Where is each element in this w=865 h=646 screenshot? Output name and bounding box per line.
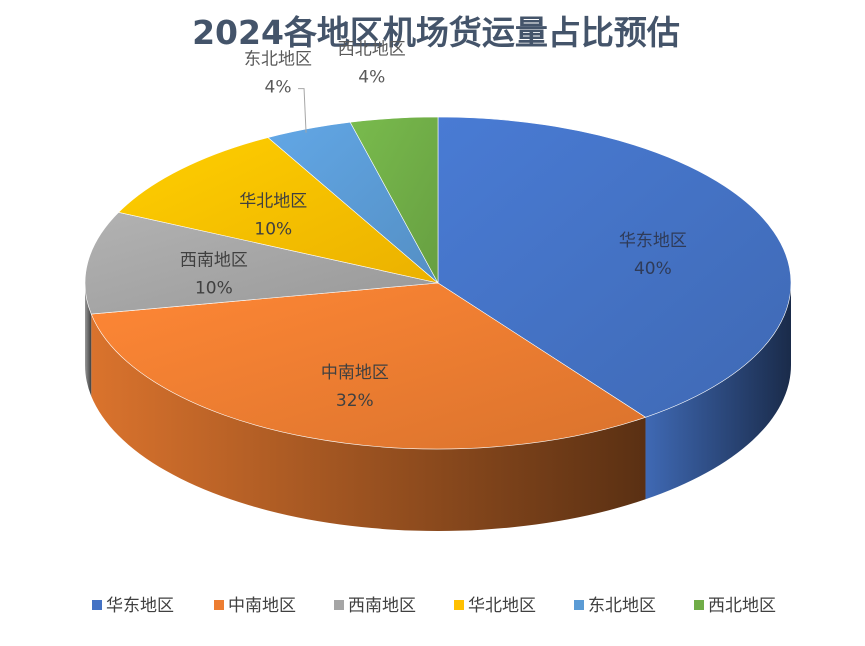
slice-label-northwest: 西北地区	[338, 39, 406, 59]
pie-slice-east[interactable]	[437, 116, 792, 418]
legend-label: 西南地区	[348, 596, 416, 616]
legend-item-east[interactable]: 华东地区	[92, 596, 174, 616]
legend-item-northwest[interactable]: 西北地区	[694, 596, 776, 616]
slice-label-southwest: 西南地区	[180, 251, 248, 271]
legend-label: 中南地区	[228, 596, 296, 616]
pie-side-southwest	[85, 283, 92, 397]
legend-item-northeast[interactable]: 东北地区	[574, 596, 656, 616]
slice-value-southwest: 10%	[195, 279, 233, 299]
chart-title: 2024各地区机场货运量占比预估	[192, 13, 680, 52]
legend-label: 东北地区	[588, 596, 656, 616]
slice-value-east: 40%	[634, 259, 672, 279]
pie-slice-southwest[interactable]	[84, 211, 439, 315]
legend[interactable]: 华东地区 中南地区 西南地区 华北地区 东北地区 西北地区	[92, 596, 776, 616]
legend-swatch	[574, 600, 584, 610]
legend-label: 华北地区	[468, 596, 536, 616]
legend-item-southwest[interactable]: 西南地区	[334, 596, 416, 616]
pie-slices	[84, 116, 792, 450]
legend-label: 华东地区	[106, 596, 174, 616]
pie-side-east	[645, 283, 791, 500]
legend-item-north[interactable]: 华北地区	[454, 596, 536, 616]
slice-label-central-south: 中南地区	[321, 363, 389, 383]
slice-value-northwest: 4%	[358, 67, 385, 87]
legend-item-central-south[interactable]: 中南地区	[214, 596, 296, 616]
pie-sides	[85, 283, 791, 531]
pie-slice-northwest[interactable]	[349, 116, 439, 284]
slice-labels: 华东地区 40% 中南地区 32% 西南地区 10% 华北地区 10% 东北地区 4% 西北地区 4%	[180, 39, 687, 410]
legend-swatch	[334, 600, 344, 610]
slice-label-north: 华北地区	[239, 191, 307, 211]
pie-slice-central-south[interactable]	[90, 282, 647, 450]
legend-swatch	[92, 600, 102, 610]
legend-swatch	[694, 600, 704, 610]
slice-value-northeast: 4%	[265, 78, 292, 98]
slice-label-northeast: 东北地区	[244, 50, 312, 70]
legend-label: 西北地区	[708, 596, 776, 616]
legend-swatch	[454, 600, 464, 610]
pie-slice-north[interactable]	[117, 137, 439, 284]
legend-swatch	[214, 600, 224, 610]
slice-value-central-south: 32%	[336, 391, 374, 411]
slice-label-east: 华东地区	[619, 231, 687, 251]
slice-value-north: 10%	[254, 219, 292, 239]
leader-line-northeast	[298, 88, 307, 133]
pie-side-central-south	[91, 314, 646, 531]
